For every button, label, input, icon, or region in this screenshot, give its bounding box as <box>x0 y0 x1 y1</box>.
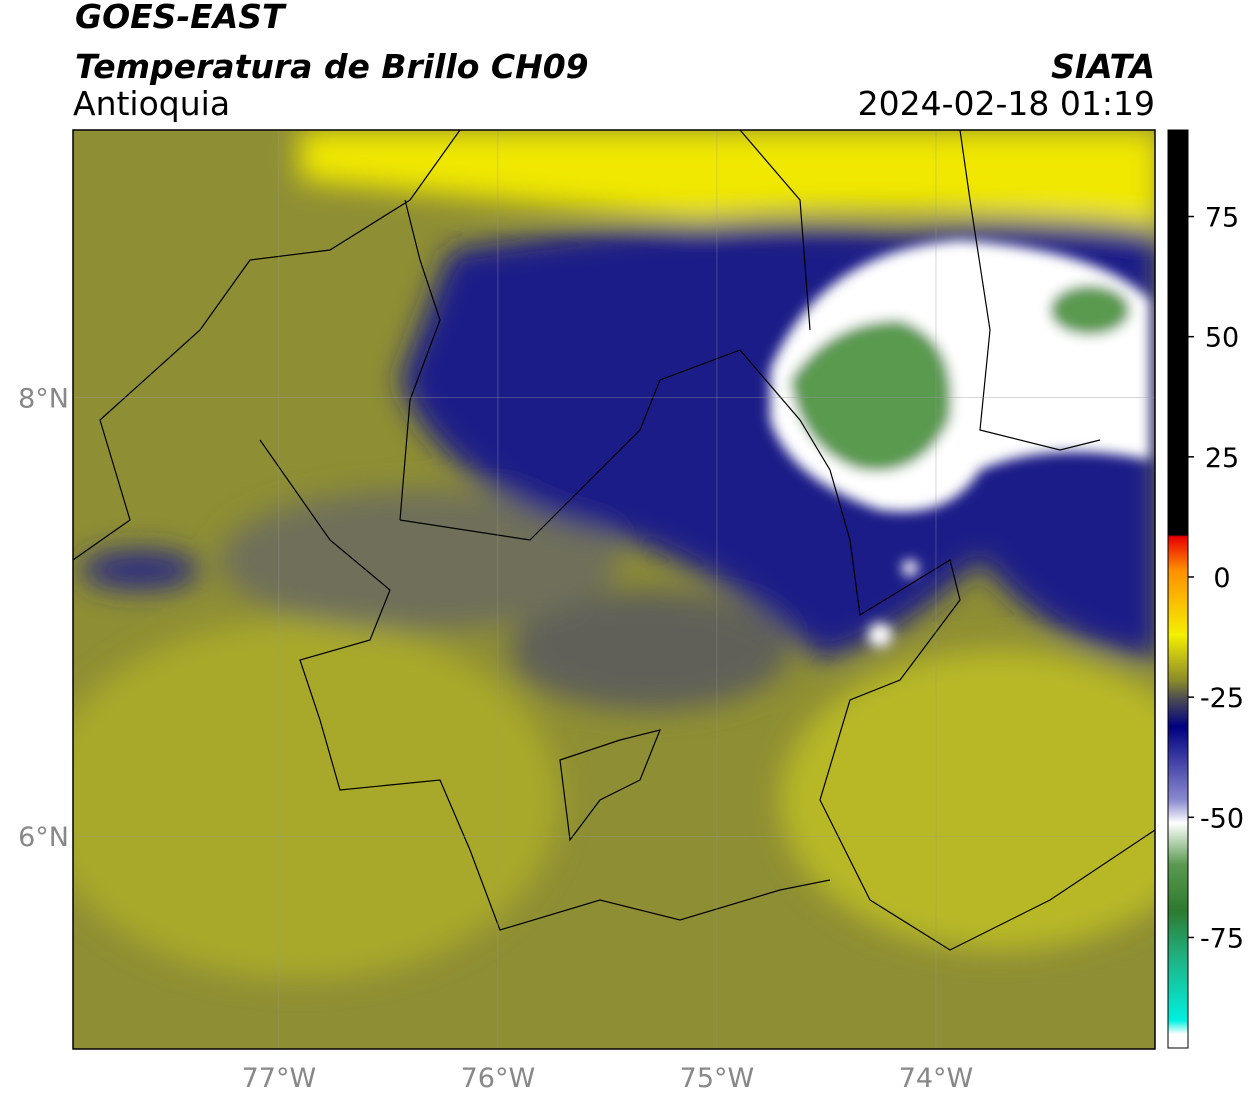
source: SIATA <box>1051 47 1155 86</box>
x-tick-label: 76°W <box>461 1063 536 1094</box>
colorbar-tick-label: 50 <box>1205 323 1239 354</box>
colorbar <box>1167 129 1189 1049</box>
x-tick-label: 77°W <box>242 1063 317 1094</box>
colorbar-tick-label: 0 <box>1213 563 1230 594</box>
title: Temperatura de Brillo CH09 <box>75 47 589 86</box>
imagery <box>73 130 1155 1049</box>
x-tick-label: 75°W <box>680 1063 755 1094</box>
colorbar-tick-label: -50 <box>1200 803 1244 834</box>
datetime: 2024-02-18 01:19 <box>858 84 1155 123</box>
colorbar-tick-label: -25 <box>1200 683 1244 714</box>
map-frame <box>72 129 1156 1050</box>
y-tick-label: 8°N <box>18 384 69 415</box>
satellite-label: GOES-EAST <box>75 0 287 36</box>
region: Antioquia <box>73 84 230 123</box>
x-tick-label: 74°W <box>899 1063 974 1094</box>
y-tick-label: 6°N <box>18 822 69 853</box>
colorbar-tick-label: 75 <box>1205 203 1239 234</box>
colorbar-tick-label: 25 <box>1205 443 1239 474</box>
colorbar-tick-label: -75 <box>1200 923 1244 954</box>
